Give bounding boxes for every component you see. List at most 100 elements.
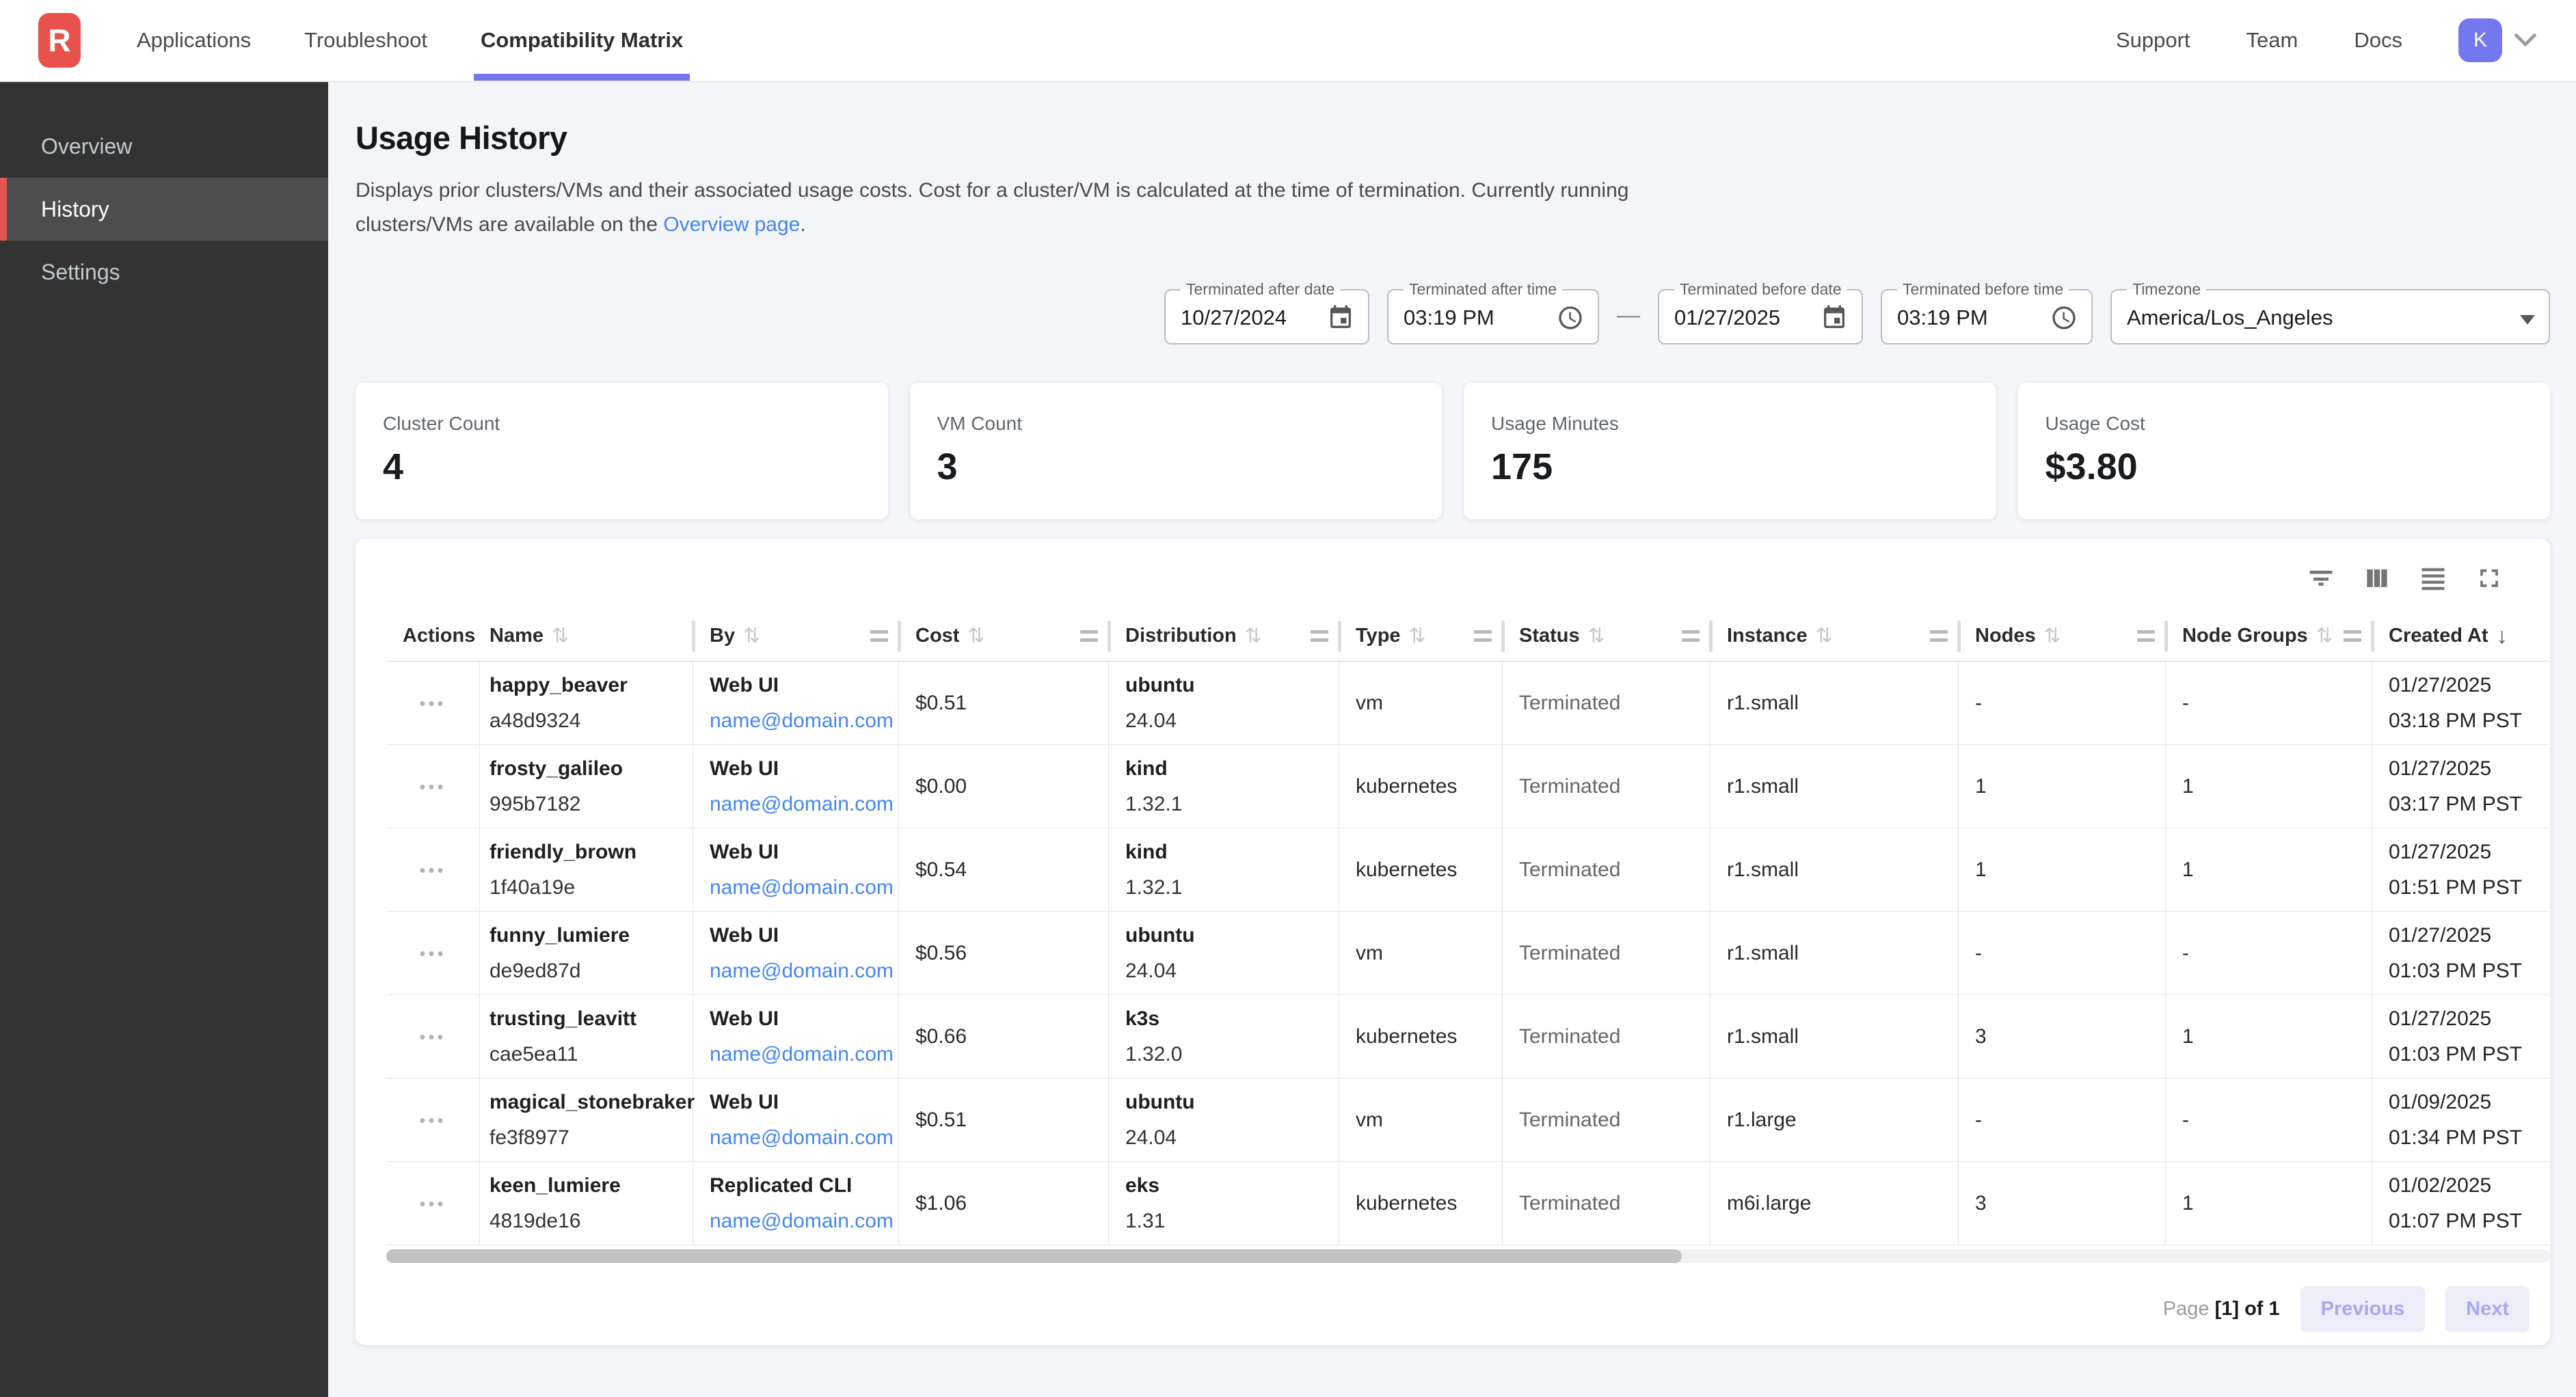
table-row: ••• happy_beaver a48d9324 Web UI name@domain… <box>386 662 2550 745</box>
terminated-before-time-field[interactable]: Terminated before time 03:19 PM <box>1881 282 2093 344</box>
cell-cost: $0.00 <box>899 745 1109 828</box>
column-menu-icon[interactable] <box>2344 630 2361 642</box>
previous-page-button[interactable]: Previous <box>2300 1286 2426 1332</box>
created-time: 03:18 PM PST <box>2389 709 2523 732</box>
created-time: 01:34 PM PST <box>2389 1126 2523 1149</box>
cell-nodes: 1 <box>1959 828 2166 911</box>
column-header-status[interactable]: Status ⇅ <box>1503 611 1713 661</box>
cell-by: Replicated CLI name@domain.com <box>693 1162 899 1245</box>
column-menu-icon[interactable] <box>1080 630 1098 642</box>
nav-link-team[interactable]: Team <box>2246 28 2298 52</box>
column-header-name[interactable]: Name ⇅ <box>480 611 695 661</box>
nav-tab-applications[interactable]: Applications <box>137 28 252 52</box>
cell-actions: ••• <box>386 1079 480 1161</box>
column-header-instance[interactable]: Instance ⇅ <box>1710 611 1961 661</box>
column-label: Actions <box>403 625 476 647</box>
nav-link-docs[interactable]: Docs <box>2354 28 2402 52</box>
created-by-email-wrap: name@domain.com <box>710 1210 898 1233</box>
terminated-after-time-value[interactable]: 03:19 PM <box>1404 305 1494 329</box>
node-groups-value: 1 <box>2182 1025 2194 1048</box>
scrollbar-thumb[interactable] <box>386 1249 1682 1263</box>
terminated-after-date-value[interactable]: 10/27/2024 <box>1181 305 1287 329</box>
logo-letter: R <box>48 23 71 58</box>
row-actions-button[interactable]: ••• <box>419 776 446 797</box>
column-header-cost[interactable]: Cost ⇅ <box>899 611 1111 661</box>
status-value: Terminated <box>1519 941 1621 964</box>
row-actions-button[interactable]: ••• <box>419 942 446 964</box>
next-page-button[interactable]: Next <box>2445 1286 2530 1332</box>
email-link[interactable]: name@domain.com <box>710 1042 894 1066</box>
calendar-icon[interactable] <box>1327 304 1354 331</box>
instance-value: r1.large <box>1727 1108 1797 1131</box>
email-link[interactable]: name@domain.com <box>710 1126 894 1149</box>
cell-nodes: - <box>1959 1079 2166 1161</box>
calendar-icon[interactable] <box>1821 304 1848 331</box>
row-actions-button[interactable]: ••• <box>419 1193 446 1214</box>
sidebar-item-overview[interactable]: Overview <box>41 133 133 159</box>
row-actions-button[interactable]: ••• <box>419 859 446 880</box>
horizontal-scrollbar[interactable] <box>386 1249 2550 1263</box>
column-header-node_groups[interactable]: Node Groups ⇅ <box>2166 611 2374 661</box>
column-header-type[interactable]: Type ⇅ <box>1339 611 1505 661</box>
table-header-row: Actions Name ⇅ By ⇅ Cost ⇅ Distribution ⇅ Type ⇅ St… <box>386 611 2550 662</box>
nav-link-support[interactable]: Support <box>2115 28 2190 52</box>
clock-icon[interactable] <box>1557 304 1584 331</box>
replicated-logo[interactable]: R <box>38 13 81 68</box>
sidebar-item-history[interactable]: History <box>0 178 328 241</box>
created-by-email-wrap: name@domain.com <box>710 876 898 899</box>
column-header-nodes[interactable]: Nodes ⇅ <box>1959 611 2168 661</box>
account-menu[interactable]: K <box>2458 18 2538 62</box>
column-menu-icon[interactable] <box>1682 630 1700 642</box>
filter-icon[interactable] <box>2305 562 2337 595</box>
timezone-value[interactable]: America/Los_Angeles <box>2127 305 2333 329</box>
cell-type: vm <box>1339 912 1503 994</box>
column-menu-icon[interactable] <box>1474 630 1492 642</box>
sort-icon: ⇅ <box>1587 625 1605 647</box>
nav-tab-troubleshoot[interactable]: Troubleshoot <box>304 28 427 52</box>
density-icon[interactable] <box>2417 562 2450 595</box>
overview-page-link[interactable]: Overview page <box>663 213 801 236</box>
terminated-before-date-value[interactable]: 01/27/2025 <box>1674 305 1781 329</box>
nav-tab-compatibility-matrix[interactable]: Compatibility Matrix <box>473 0 690 81</box>
cell-name: happy_beaver a48d9324 <box>480 662 693 744</box>
fullscreen-icon[interactable] <box>2473 562 2506 595</box>
clock-icon[interactable] <box>2050 304 2078 331</box>
columns-icon[interactable] <box>2361 562 2393 595</box>
dropdown-arrow-icon[interactable] <box>2520 314 2535 325</box>
column-menu-icon[interactable] <box>1930 630 1948 642</box>
row-actions-button[interactable]: ••• <box>419 692 446 714</box>
column-header-by[interactable]: By ⇅ <box>693 611 901 661</box>
row-actions-button[interactable]: ••• <box>419 1026 446 1047</box>
page-title: Usage History <box>355 120 567 156</box>
email-link[interactable]: name@domain.com <box>710 959 894 982</box>
created-by-source: Web UI <box>710 1007 779 1030</box>
type-value: vm <box>1356 941 1383 964</box>
email-link[interactable]: name@domain.com <box>710 876 894 899</box>
terminated-after-date-field[interactable]: Terminated after date 10/27/2024 <box>1164 282 1369 344</box>
cluster-id: a48d9324 <box>489 709 581 732</box>
row-actions-button[interactable]: ••• <box>419 1109 446 1130</box>
terminated-after-time-field[interactable]: Terminated after time 03:19 PM <box>1387 282 1599 344</box>
column-menu-icon[interactable] <box>2137 630 2155 642</box>
column-menu-icon[interactable] <box>1311 630 1328 642</box>
cell-cost: $0.56 <box>899 912 1109 994</box>
sidebar-item-settings[interactable]: Settings <box>41 259 120 284</box>
sidebar: Overview History Settings <box>0 82 328 1397</box>
column-header-created_at[interactable]: Created At ↓ <box>2372 611 2550 661</box>
cell-cost: $0.51 <box>899 662 1109 744</box>
terminated-before-time-value[interactable]: 03:19 PM <box>1897 305 1988 329</box>
created-time: 03:17 PM PST <box>2389 792 2523 815</box>
column-header-distribution[interactable]: Distribution ⇅ <box>1109 611 1341 661</box>
sort-icon: ⇅ <box>967 625 985 647</box>
column-menu-icon[interactable] <box>870 630 888 642</box>
avatar[interactable]: K <box>2458 18 2502 62</box>
cell-actions: ••• <box>386 1162 480 1245</box>
chevron-down-icon[interactable] <box>2513 32 2538 49</box>
email-link[interactable]: name@domain.com <box>710 792 894 815</box>
terminated-before-date-field[interactable]: Terminated before date 01/27/2025 <box>1658 282 1863 344</box>
email-link[interactable]: name@domain.com <box>710 709 894 732</box>
stat-value: $3.80 <box>2045 446 2138 487</box>
timezone-select[interactable]: Timezone America/Los_Angeles <box>2110 282 2550 344</box>
cell-created_at: 01/02/2025 01:07 PM PST <box>2372 1162 2550 1245</box>
email-link[interactable]: name@domain.com <box>710 1209 894 1232</box>
